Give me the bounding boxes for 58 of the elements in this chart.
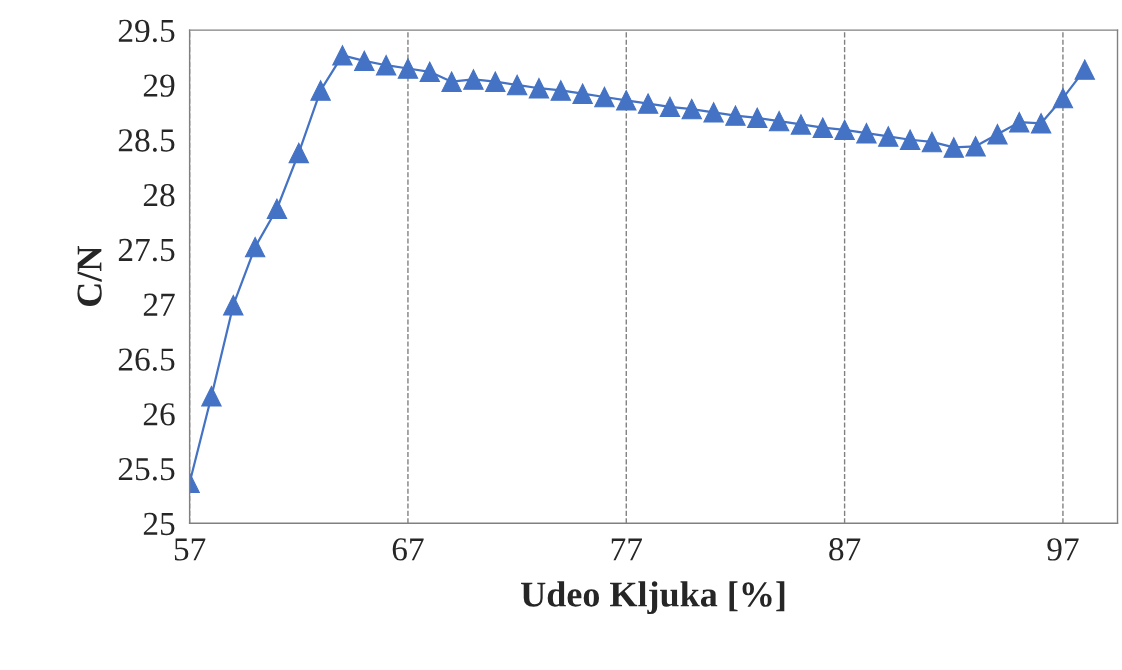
- point: [747, 107, 768, 129]
- point: [244, 236, 266, 258]
- point: [616, 90, 637, 111]
- point: [1052, 87, 1074, 109]
- point: [572, 83, 593, 104]
- point: [332, 45, 353, 66]
- y-tick-label: 25: [143, 512, 175, 536]
- point: [1030, 113, 1052, 134]
- y-tick-label: 29.5: [118, 19, 175, 43]
- x-tick-label: 57: [174, 538, 206, 561]
- y-tick-label: 26: [143, 403, 175, 426]
- point: [812, 117, 834, 138]
- x-tick-label: 97: [1047, 538, 1079, 561]
- point: [943, 137, 965, 158]
- x-axis-title: Udeo Kljuka [%]: [521, 581, 785, 615]
- point: [987, 124, 1008, 145]
- point: [1009, 111, 1030, 133]
- point: [594, 86, 615, 108]
- x-tick-label: 77: [611, 538, 642, 561]
- point: [441, 71, 462, 92]
- point: [419, 61, 441, 83]
- point: [965, 136, 986, 157]
- x-tick-label: 67: [392, 538, 424, 561]
- point: [528, 77, 550, 99]
- point: [637, 93, 659, 114]
- point: [856, 122, 877, 144]
- x-tick-label: 87: [829, 538, 861, 561]
- point: [266, 198, 288, 220]
- point: [921, 131, 943, 153]
- point: [485, 71, 506, 92]
- y-axis-title: C/N: [77, 246, 102, 307]
- point: [463, 69, 484, 90]
- point: [725, 105, 746, 126]
- point: [397, 58, 419, 79]
- point: [375, 54, 397, 76]
- y-tick-label: 25.5: [118, 457, 175, 481]
- y-tick-label: 28.5: [118, 129, 175, 152]
- point: [506, 74, 528, 96]
- point: [681, 98, 703, 120]
- point: [201, 385, 222, 407]
- y-tick-label: 27: [143, 293, 175, 316]
- point: [790, 114, 812, 135]
- point: [703, 102, 724, 123]
- point: [1074, 59, 1095, 80]
- point: [288, 142, 310, 164]
- point: [310, 80, 331, 101]
- y-tick-label: 27.5: [118, 238, 175, 262]
- point: [899, 129, 921, 150]
- point: [550, 80, 572, 101]
- y-tick-label: 28: [143, 183, 175, 207]
- y-tick-label: 29: [143, 74, 175, 97]
- y-tick-label: 26.5: [118, 348, 175, 371]
- point: [834, 119, 855, 141]
- point: [878, 126, 899, 147]
- point: [659, 96, 681, 118]
- point: [768, 110, 790, 132]
- point: [354, 50, 375, 72]
- point: [223, 294, 244, 316]
